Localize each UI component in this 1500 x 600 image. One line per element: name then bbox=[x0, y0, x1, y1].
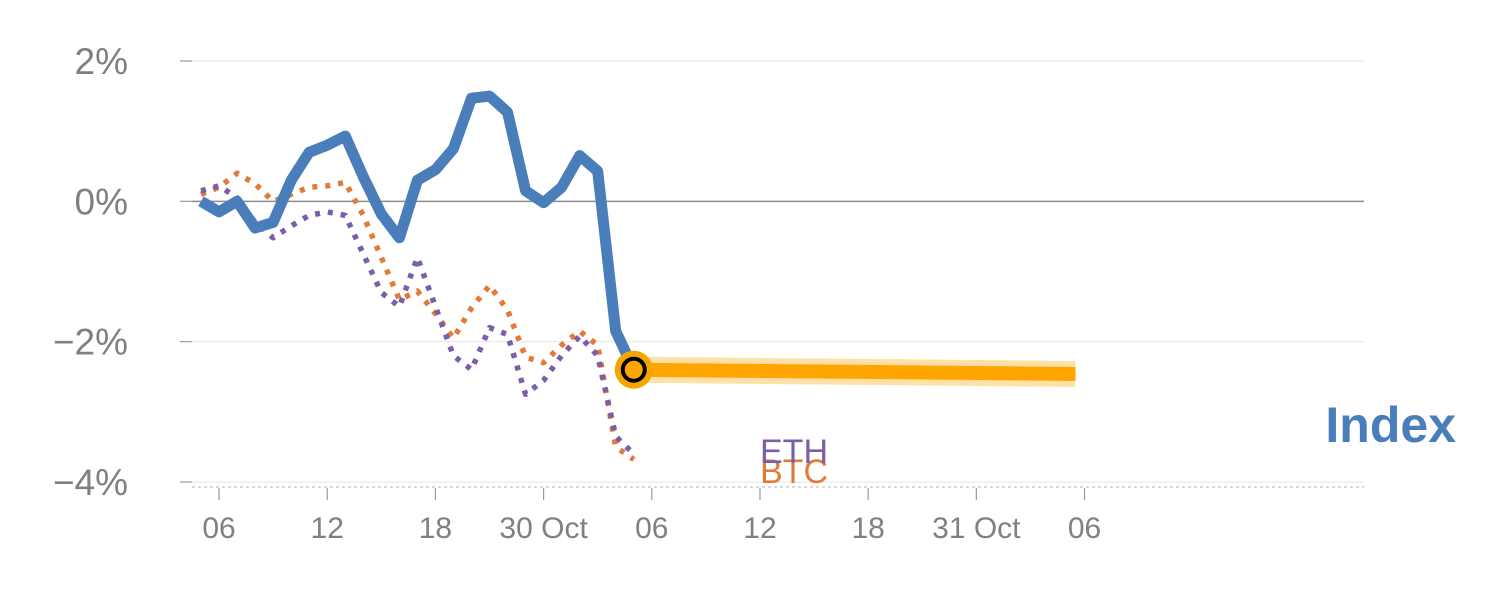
series-label-eth: ETH bbox=[760, 433, 828, 471]
x-tick-label: 18 bbox=[851, 512, 884, 545]
y-tick-label: 0% bbox=[75, 181, 128, 222]
series-line-eth bbox=[200, 183, 636, 456]
x-axis: 06 12 18 30 Oct 06 12 18 31 Oct 06 bbox=[192, 486, 1364, 545]
y-tick-label: −2% bbox=[53, 322, 128, 363]
current-value-marker bbox=[620, 356, 647, 383]
series-line-btc bbox=[200, 170, 636, 462]
markers bbox=[614, 350, 653, 389]
y-tick-label: −4% bbox=[53, 462, 128, 503]
series-label-index: Index bbox=[1325, 397, 1456, 453]
y-tick-label: 2% bbox=[75, 41, 128, 82]
gridlines bbox=[192, 60, 1364, 483]
series-label-btc: BTC bbox=[760, 453, 828, 491]
x-tick-label: 30 Oct bbox=[499, 512, 588, 545]
y-axis: 2% 0% −2% −4% bbox=[53, 41, 192, 503]
x-tick-label: 18 bbox=[419, 512, 452, 545]
x-tick-label: 31 Oct bbox=[932, 512, 1021, 545]
series-lines bbox=[198, 90, 1076, 462]
x-tick-label: 06 bbox=[1068, 512, 1101, 545]
series-line-index bbox=[198, 90, 639, 373]
x-tick-label: 06 bbox=[202, 512, 235, 545]
x-tick-label: 12 bbox=[743, 512, 776, 545]
x-tick-label: 06 bbox=[635, 512, 668, 545]
projection-band bbox=[633, 362, 1076, 381]
x-tick-label: 12 bbox=[311, 512, 344, 545]
